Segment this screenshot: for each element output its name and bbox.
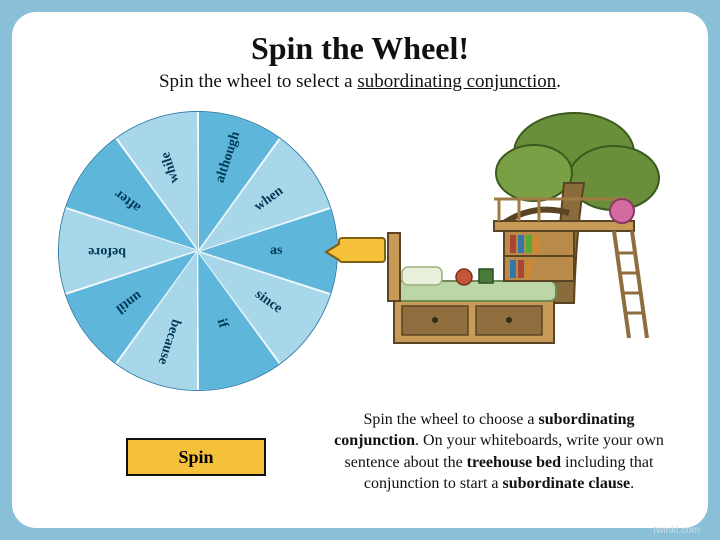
card: Spin the Wheel! Spin the wheel to select… <box>12 12 708 528</box>
subtitle-term: subordinating conjunction <box>357 71 556 92</box>
page-title: Spin the Wheel! <box>36 30 684 67</box>
subtitle-post: . <box>556 71 561 92</box>
instructions-term: treehouse bed <box>467 454 561 471</box>
wheel[interactable]: assinceifbecauseuntilbeforeafterwhilealt… <box>58 111 338 391</box>
spin-button[interactable]: Spin <box>126 438 266 476</box>
instructions: Spin the wheel to choose a subordinating… <box>324 409 674 495</box>
treehouse-bed-illustration <box>374 103 664 363</box>
subtitle-pre: Spin the wheel to select a <box>159 71 357 92</box>
watermark: twinkl.com <box>653 525 700 536</box>
subtitle: Spin the wheel to select a subordinating… <box>36 71 684 93</box>
instructions-text: . <box>630 475 634 492</box>
instructions-term: subordinate clause <box>503 475 631 492</box>
content: assinceifbecauseuntilbeforeafterwhilealt… <box>36 93 684 513</box>
instructions-text: Spin the wheel to choose a <box>363 411 538 428</box>
